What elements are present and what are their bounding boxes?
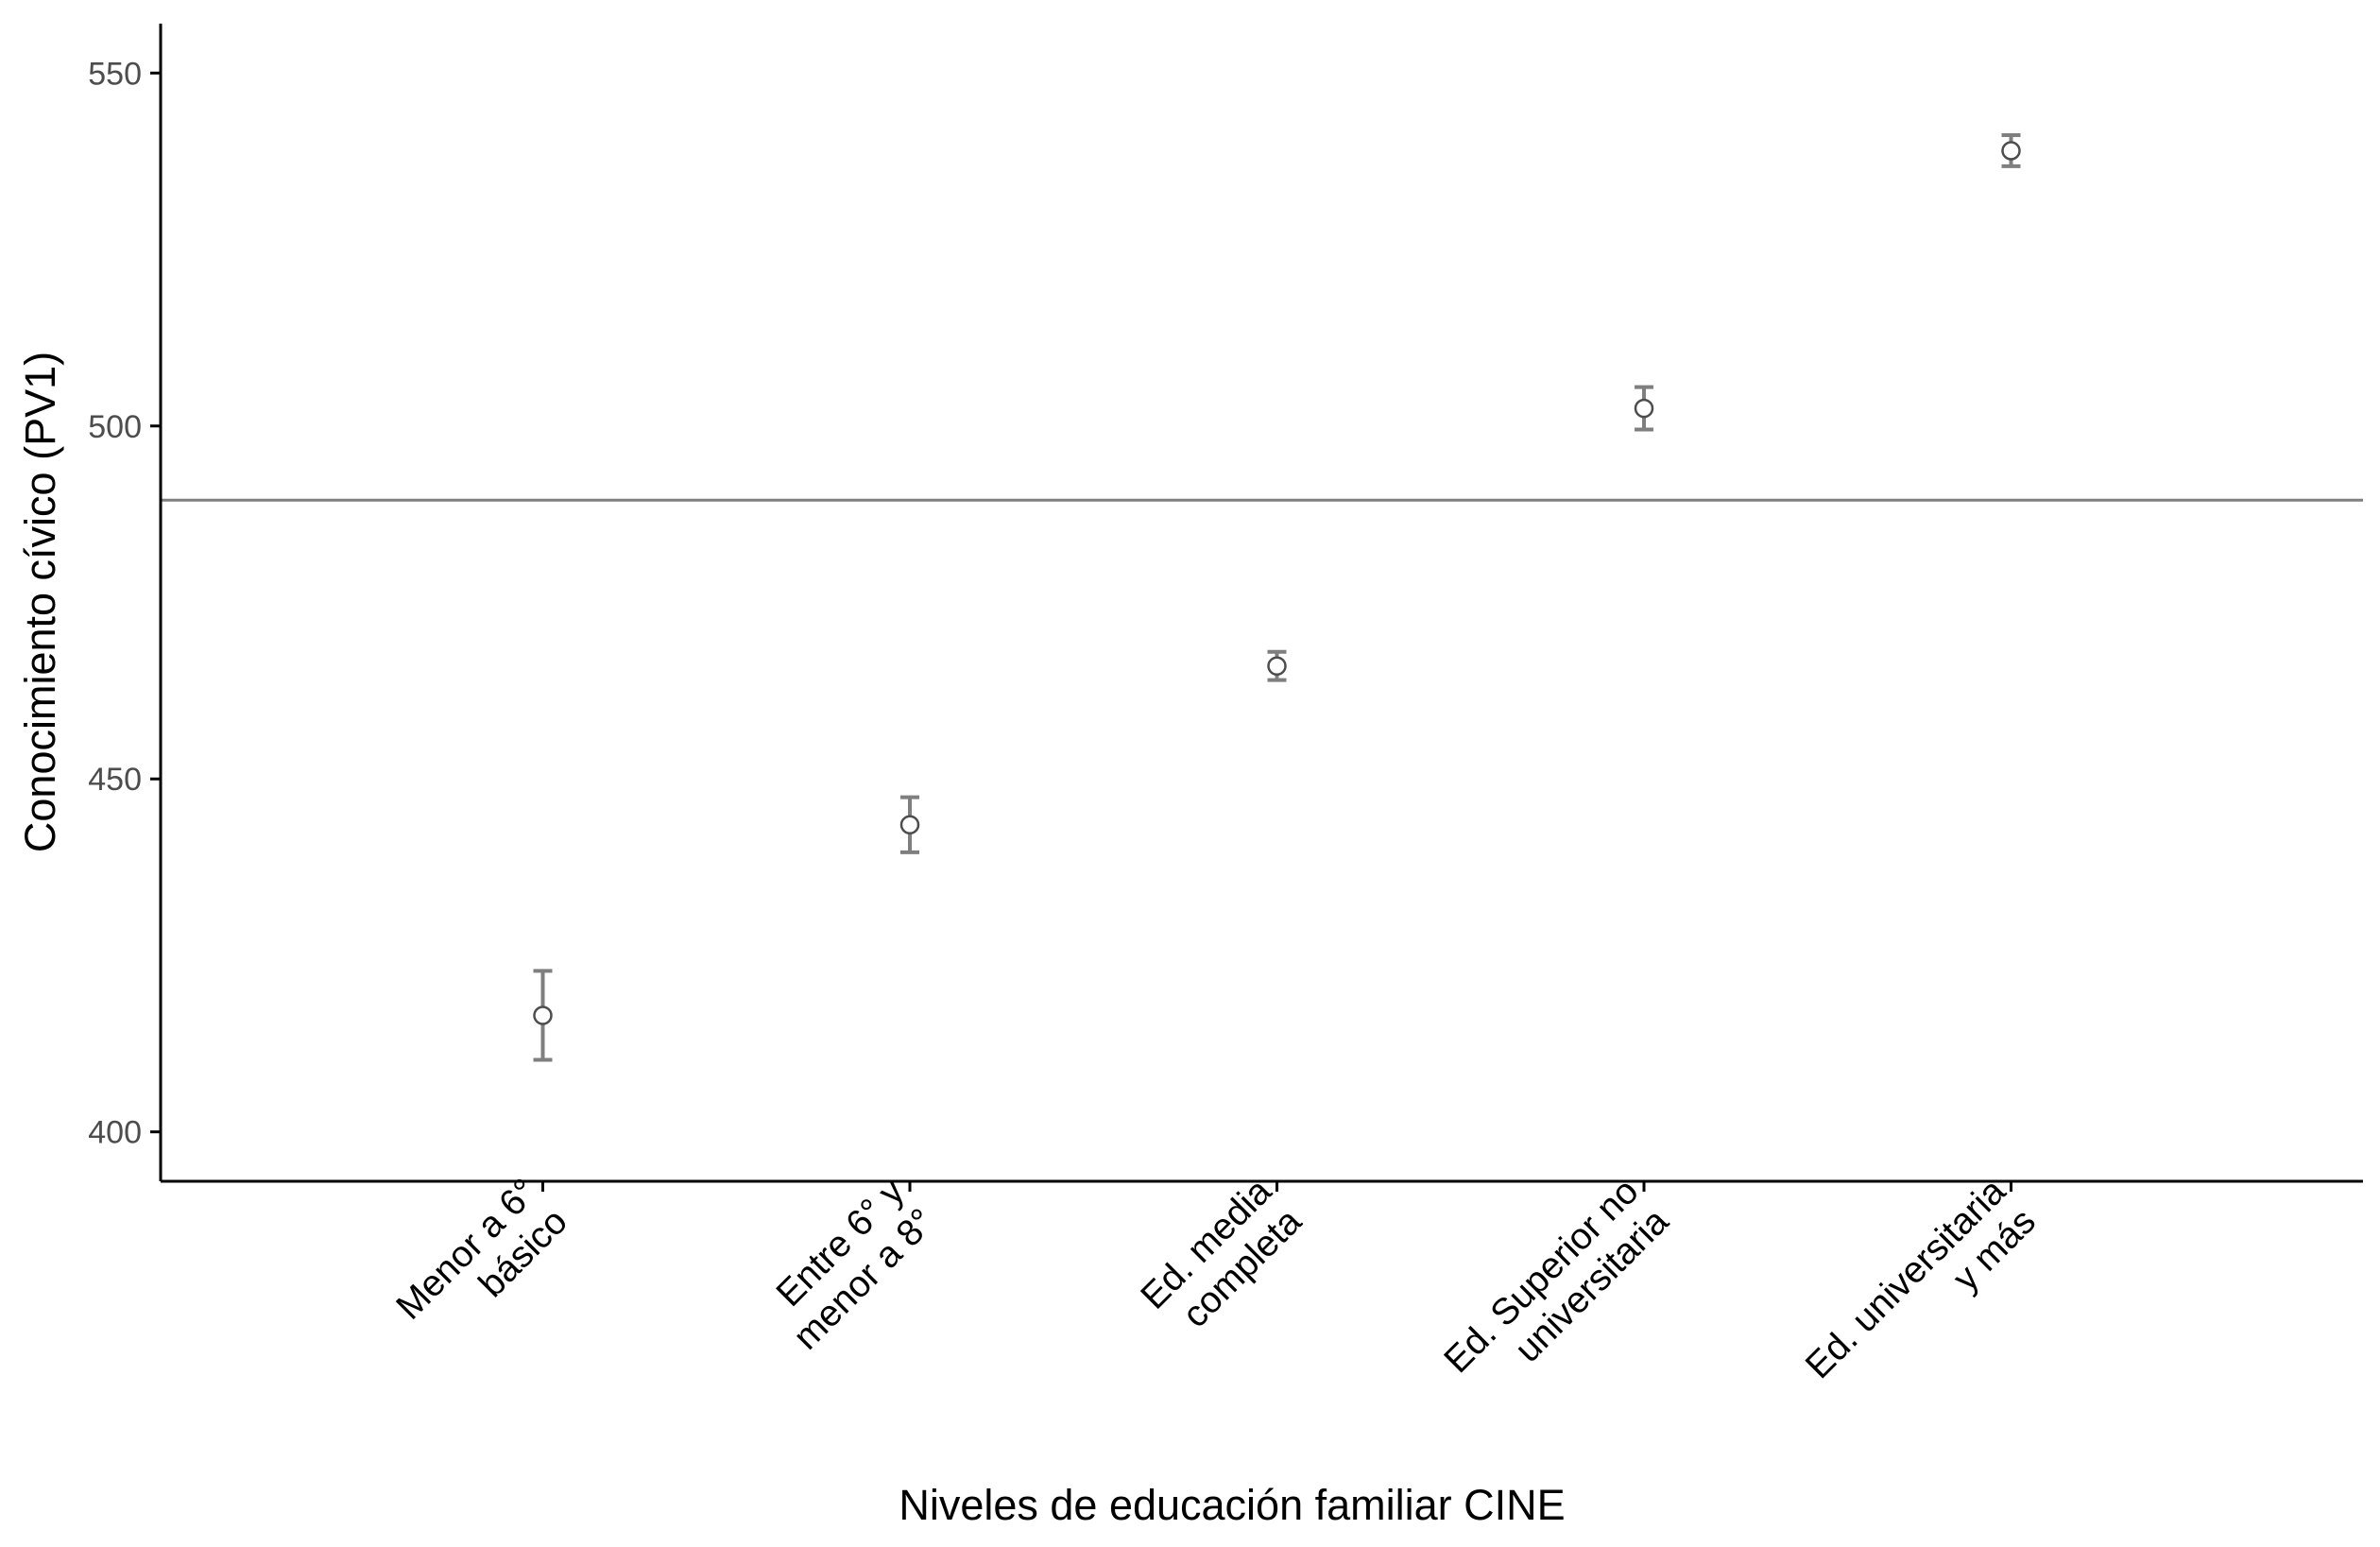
data-point-group (2001, 133, 2021, 168)
x-tick-label: Menor a 6°básico (388, 1171, 574, 1357)
y-axis-title: Conocimiento cívico (PV1) (16, 352, 64, 852)
y-axis: 400 450 500 550 (88, 24, 163, 1181)
y-tick-label: 500 (88, 409, 142, 445)
x-axis: Menor a 6°básico Entre 6° ymenor a 8° Ed. … (161, 1171, 2363, 1417)
x-tick-label: Ed. Superior nouniversitaria (1437, 1171, 1677, 1411)
data-point (1267, 656, 1287, 676)
data-point (533, 1006, 553, 1025)
x-tick-label: Entre 6° ymenor a 8° (756, 1171, 943, 1358)
x-axis-title: Niveles de educación familiar CINE (899, 1481, 1565, 1529)
data-point-group (1634, 385, 1654, 432)
x-tick-label: Ed. universitariay más (1798, 1171, 2044, 1417)
x-tick-label: Ed. mediacompleta (1133, 1171, 1310, 1348)
plot-area (161, 133, 2363, 1062)
data-point-group (899, 795, 920, 854)
data-point-group (533, 969, 553, 1062)
y-tick-label: 450 (88, 762, 142, 798)
y-tick-label: 400 (88, 1115, 142, 1151)
y-tick-label: 550 (88, 56, 142, 92)
data-point (899, 815, 920, 835)
data-point (2001, 141, 2021, 161)
data-point (1634, 398, 1654, 419)
data-point-group (1267, 649, 1287, 682)
